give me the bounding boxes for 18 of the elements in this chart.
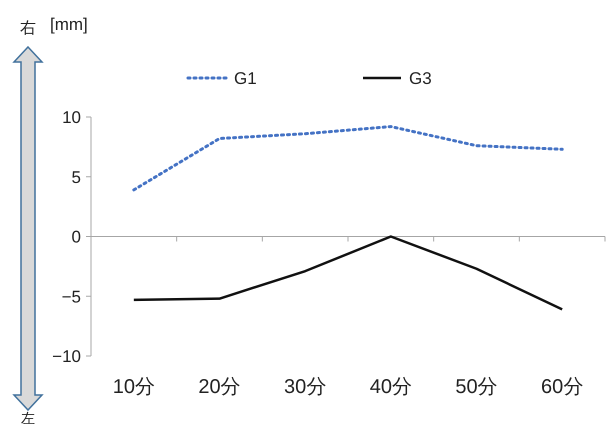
line-series <box>132 235 564 311</box>
y-tick-label: 10 <box>62 108 81 127</box>
y-tick-label: −5 <box>62 287 81 306</box>
x-tick-label: 60分 <box>541 376 584 398</box>
x-tick-label: 50分 <box>455 376 498 398</box>
text: 右 <box>20 20 36 37</box>
text: 左 <box>21 410 35 425</box>
legend-label: G3 <box>409 69 432 88</box>
line-series <box>132 125 564 192</box>
legend-label: G1 <box>234 69 257 88</box>
x-tick-label: 30分 <box>284 376 326 398</box>
y-tick-label: 0 <box>72 228 81 246</box>
y-tick-label: −10 <box>52 347 81 366</box>
y-tick-label: 5 <box>72 168 81 187</box>
y-axis-title: [mm] <box>50 15 88 34</box>
x-tick-label: 40分 <box>370 376 412 398</box>
x-tick-label: 10分 <box>112 376 155 398</box>
x-tick-label: 20分 <box>198 376 241 398</box>
